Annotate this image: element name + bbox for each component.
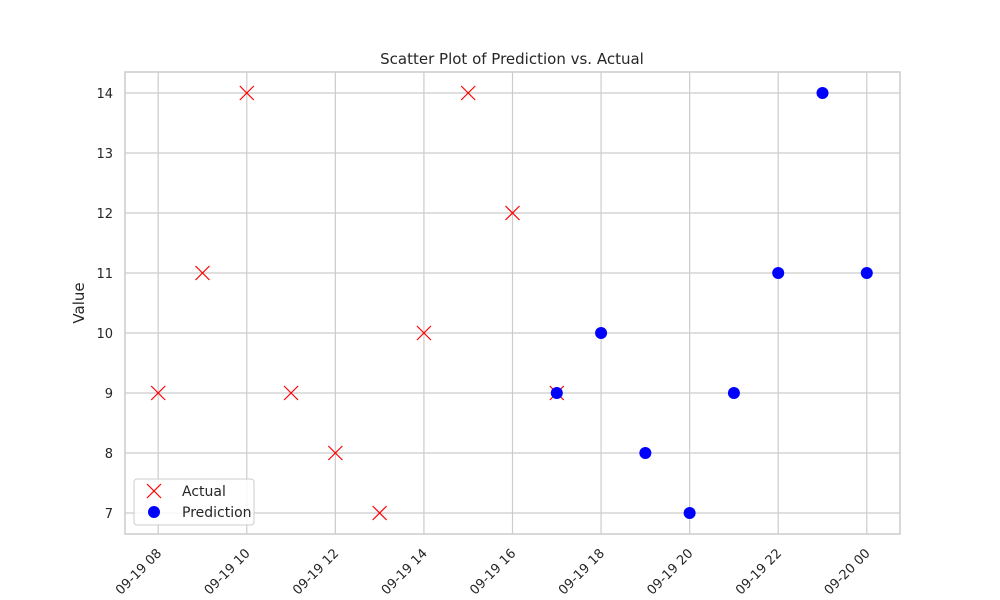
x-tick-label: 09-19 08 <box>113 546 165 598</box>
y-tick-label: 11 <box>96 267 113 282</box>
series <box>150 85 873 521</box>
actual-point <box>239 85 255 101</box>
x-marker-stroke <box>372 505 388 521</box>
actual-point <box>416 325 432 341</box>
x-tick-label: 09-20 00 <box>822 546 874 598</box>
x-marker-stroke <box>327 445 343 461</box>
y-tick-label: 7 <box>105 507 113 522</box>
x-marker-stroke <box>150 385 166 401</box>
actual-point <box>283 385 299 401</box>
x-marker-stroke <box>505 205 520 221</box>
prediction-point <box>595 327 608 339</box>
x-marker-stroke <box>283 385 299 401</box>
prediction-point <box>550 387 563 399</box>
x-tick-label: 09-19 12 <box>290 546 342 598</box>
y-tick-label: 14 <box>96 87 113 102</box>
x-marker-stroke <box>460 85 476 101</box>
prediction-point <box>816 87 829 99</box>
prediction-point <box>727 387 740 399</box>
series-actual <box>150 85 565 521</box>
prediction-point <box>683 507 696 519</box>
prediction-point <box>860 267 873 279</box>
x-marker-stroke <box>195 265 210 281</box>
legend-marker-prediction <box>148 506 160 518</box>
prediction-point <box>772 267 785 279</box>
legend-marker-actual <box>146 483 162 499</box>
x-tick-label: 09-19 14 <box>379 546 431 598</box>
y-tick-label: 8 <box>105 447 113 462</box>
actual-point <box>460 85 476 101</box>
x-tick-label: 09-19 16 <box>467 546 519 598</box>
y-tick-label: 9 <box>105 387 113 402</box>
y-tick-label: 12 <box>96 207 113 222</box>
y-tick-label: 13 <box>96 147 113 162</box>
series-prediction <box>550 87 873 519</box>
x-tick-label: 09-19 22 <box>733 546 785 598</box>
x-axis: 09-19 08 09-19 10 09-19 12 09-19 14 09-19 16… <box>113 546 874 598</box>
x-marker-stroke <box>416 325 432 341</box>
legend-label-actual: Actual <box>182 484 226 500</box>
actual-point <box>505 205 520 221</box>
x-marker-stroke <box>146 483 162 499</box>
chart-title: Scatter Plot of Prediction vs. Actual <box>380 50 644 68</box>
legend: Actual Prediction <box>133 478 255 526</box>
x-marker-stroke <box>239 85 255 101</box>
actual-point <box>372 505 388 521</box>
x-tick-label: 09-19 10 <box>202 546 254 598</box>
y-tick-label: 10 <box>96 327 113 342</box>
y-axis: 7 8 9 10 11 12 13 14 <box>96 87 113 522</box>
actual-point <box>150 385 166 401</box>
legend-box <box>133 478 255 526</box>
actual-point <box>195 265 210 281</box>
prediction-point <box>639 447 652 459</box>
x-tick-label: 09-19 18 <box>556 546 608 598</box>
legend-label-prediction: Prediction <box>182 505 252 521</box>
actual-point <box>327 445 343 461</box>
y-axis-title: Value <box>70 282 88 323</box>
grid <box>125 72 900 534</box>
plot-frame <box>124 71 901 535</box>
x-tick-label: 09-19 20 <box>645 546 697 598</box>
